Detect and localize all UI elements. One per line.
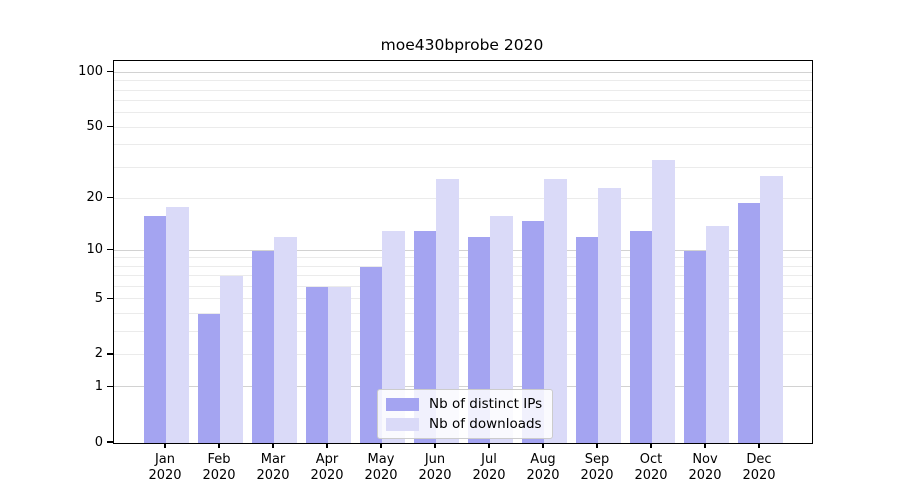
- y-tick-label: 1: [94, 378, 103, 394]
- y-tick-mark: [107, 353, 113, 355]
- y-tick-mark: [107, 197, 113, 199]
- gridline-minor: [114, 89, 812, 91]
- bar-nb-of-downloads-jan: [166, 206, 189, 443]
- bar-nb-of-distinct-ips-dec: [737, 202, 760, 443]
- bar-nb-of-distinct-ips-nov: [683, 250, 706, 443]
- bar-nb-of-distinct-ips-apr: [305, 286, 328, 443]
- y-tick-label: 100: [78, 64, 103, 80]
- gridline-minor: [114, 275, 812, 277]
- y-tick-label: 10: [86, 242, 103, 258]
- bar-nb-of-distinct-ips-jan: [143, 215, 166, 443]
- gridline-minor: [114, 265, 812, 267]
- bar-nb-of-distinct-ips-may: [359, 266, 382, 443]
- gridline-minor: [114, 144, 812, 146]
- x-tick-mark: [488, 443, 490, 448]
- gridline-minor: [114, 112, 812, 114]
- bar-nb-of-downloads-feb: [220, 276, 243, 443]
- x-tick-mark: [272, 443, 274, 448]
- x-tick-label-aug: Aug 2020: [526, 452, 560, 483]
- bar-nb-of-downloads-apr: [328, 286, 351, 443]
- x-tick-label-feb: Feb 2020: [202, 452, 236, 483]
- x-tick-label-nov: Nov 2020: [688, 452, 722, 483]
- y-tick-mark: [107, 248, 113, 251]
- legend-item-distinct-ips: Nb of distinct IPs: [386, 396, 542, 412]
- legend-swatch-downloads: [386, 417, 419, 431]
- x-tick-label-jun: Jun 2020: [418, 452, 452, 483]
- bar-nb-of-downloads-sep: [598, 188, 621, 443]
- x-tick-label-may: May 2020: [364, 452, 398, 483]
- legend-label-downloads: Nb of downloads: [429, 416, 542, 432]
- y-tick-label: 2: [94, 346, 103, 362]
- x-tick-label-mar: Mar 2020: [256, 452, 290, 483]
- y-tick-mark: [107, 297, 113, 299]
- legend: Nb of distinct IPs Nb of downloads: [377, 389, 554, 439]
- x-tick-mark: [164, 443, 166, 448]
- x-tick-mark: [758, 443, 760, 448]
- x-tick-label-sep: Sep 2020: [580, 452, 614, 483]
- bar-nb-of-downloads-dec: [760, 175, 783, 443]
- gridline-minor: [114, 100, 812, 102]
- gridline-minor: [114, 197, 812, 199]
- bar-nb-of-downloads-aug: [544, 178, 567, 443]
- bar-nb-of-downloads-nov: [706, 225, 729, 443]
- gridline-minor: [114, 257, 812, 259]
- y-tick-mark: [107, 385, 113, 388]
- x-tick-label-oct: Oct 2020: [634, 452, 668, 483]
- y-tick-mark: [107, 125, 113, 128]
- legend-item-downloads: Nb of downloads: [386, 416, 542, 432]
- bar-nb-of-distinct-ips-oct: [629, 231, 652, 443]
- y-tick-label: 20: [86, 190, 103, 206]
- x-tick-mark: [596, 443, 598, 448]
- bar-nb-of-downloads-mar: [274, 237, 297, 443]
- gridline-minor: [114, 80, 812, 82]
- y-tick-mark: [107, 441, 113, 443]
- x-tick-label-apr: Apr 2020: [310, 452, 344, 483]
- gridline-minor: [114, 126, 812, 128]
- bar-nb-of-distinct-ips-aug: [521, 220, 544, 443]
- x-tick-mark: [326, 443, 328, 448]
- gridline-major: [114, 71, 812, 73]
- gridline-minor: [114, 330, 812, 332]
- x-tick-mark: [380, 443, 382, 448]
- y-tick-mark: [107, 71, 113, 73]
- bar-nb-of-downloads-oct: [652, 160, 675, 443]
- x-tick-mark: [542, 443, 544, 448]
- x-tick-label-jul: Jul 2020: [472, 452, 506, 483]
- legend-label-distinct-ips: Nb of distinct IPs: [429, 396, 543, 412]
- y-tick-label: 0: [94, 434, 103, 450]
- gridline-minor: [114, 298, 812, 300]
- gridline-minor: [114, 166, 812, 168]
- gridline-minor: [114, 353, 812, 355]
- legend-swatch-distinct-ips: [386, 397, 419, 411]
- x-tick-mark: [218, 443, 220, 448]
- gridline-minor: [114, 285, 812, 287]
- bar-nb-of-distinct-ips-feb: [197, 313, 220, 443]
- gridline-major: [114, 249, 812, 251]
- plot-area: [113, 60, 813, 444]
- chart-title: moe430bprobe 2020: [380, 36, 544, 54]
- bar-nb-of-distinct-ips-sep: [575, 237, 598, 443]
- gridline-minor: [114, 312, 812, 314]
- x-tick-mark: [704, 443, 706, 448]
- y-tick-label: 50: [86, 119, 103, 135]
- bar-nb-of-downloads-jul: [490, 215, 513, 443]
- y-tick-label: 5: [94, 290, 103, 306]
- x-tick-mark: [650, 443, 652, 448]
- x-tick-label-dec: Dec 2020: [742, 452, 776, 483]
- x-tick-mark: [434, 443, 436, 448]
- x-tick-label-jan: Jan 2020: [148, 452, 182, 483]
- bar-nb-of-downloads-jun: [436, 178, 459, 443]
- gridline-major: [114, 386, 812, 388]
- bar-nb-of-distinct-ips-mar: [251, 250, 274, 443]
